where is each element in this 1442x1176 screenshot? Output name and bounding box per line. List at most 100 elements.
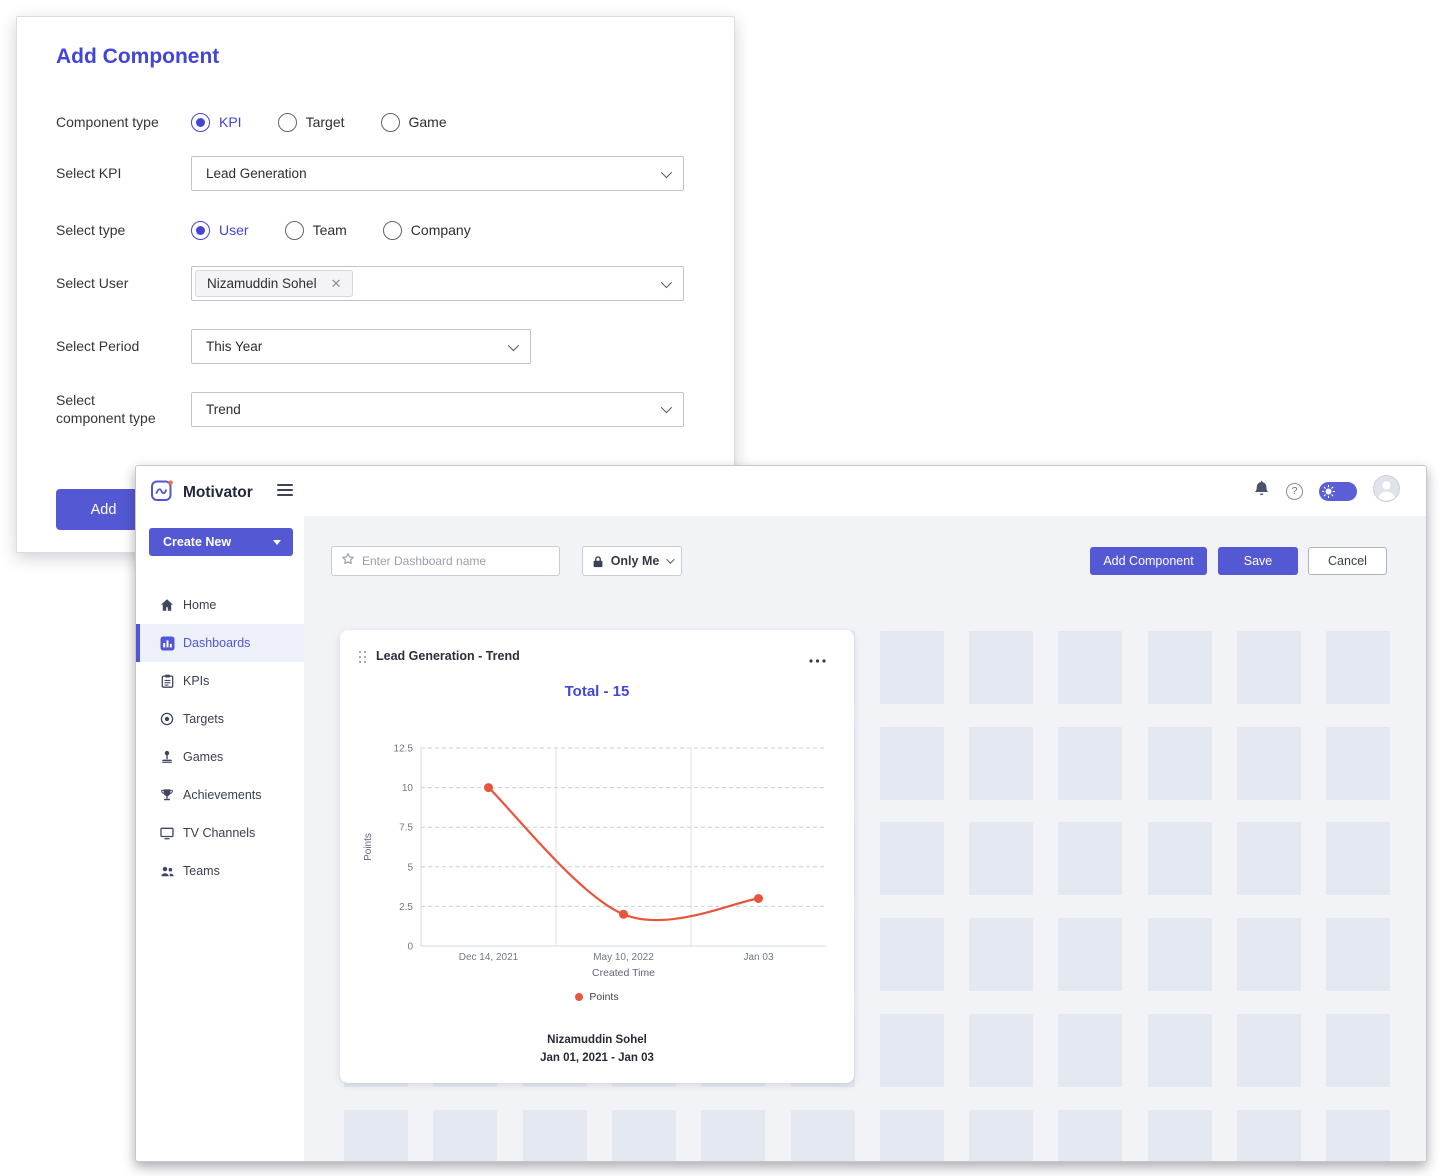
save-button[interactable]: Save (1218, 547, 1298, 575)
component-type-row: Component type KPI Target Game (56, 112, 447, 132)
grid-placeholder-cell (1058, 631, 1122, 704)
grid-placeholder-cell (969, 727, 1033, 800)
select-period-dropdown[interactable]: This Year (191, 329, 531, 364)
svg-text:Points: Points (363, 833, 374, 861)
widget-title: Lead Generation - Trend (376, 649, 520, 663)
grid-placeholder-cell (1237, 727, 1301, 800)
select-component-type-dropdown[interactable]: Trend (191, 391, 684, 427)
sidebar-item-tv-channels[interactable]: TV Channels (136, 814, 304, 852)
grid-placeholder-cell (1237, 631, 1301, 704)
theme-toggle[interactable] (1319, 481, 1357, 501)
radio-circle-icon (380, 112, 400, 132)
sidebar-item-kpis[interactable]: KPIs (136, 662, 304, 700)
games-icon (159, 750, 175, 764)
add-component-button[interactable]: Add Component (1090, 547, 1207, 575)
radio-circle-icon (191, 220, 210, 240)
user-chip-text: Nizamuddin Sohel (207, 276, 317, 291)
brand: Motivator (150, 478, 253, 507)
grid-placeholder-cell (880, 1110, 944, 1161)
grid-placeholder-cell (1237, 822, 1301, 895)
select-component-type-row: Select component type Trend (56, 391, 684, 427)
cancel-button[interactable]: Cancel (1308, 547, 1387, 575)
sidebar-nav: Home Dashboards KPIs Targets Games Achievemen… (136, 586, 304, 890)
dashboard-name-input[interactable] (362, 554, 550, 568)
grid-placeholder-cell (880, 1014, 944, 1087)
legend-label: Points (589, 991, 619, 1003)
sidebar-item-targets[interactable]: Targets (136, 700, 304, 738)
grid-placeholder-cell (1148, 918, 1212, 991)
svg-text:May 10, 2022: May 10, 2022 (593, 952, 654, 963)
grid-placeholder-cell (880, 631, 944, 704)
drag-handle-icon[interactable] (359, 650, 366, 668)
motivator-logo-icon (150, 478, 174, 507)
legend-dot-icon (575, 993, 584, 1001)
widget-total: Total - 15 (564, 683, 630, 700)
select-kpi-value: Lead Generation (206, 166, 307, 181)
star-icon (341, 552, 355, 571)
chip-close-icon[interactable]: ✕ (330, 276, 342, 291)
targets-icon (159, 712, 175, 726)
brand-name: Motivator (183, 483, 253, 501)
select-user-row: Select User Nizamuddin Sohel ✕ (56, 266, 684, 301)
dashboard-name-field (331, 546, 560, 576)
sidebar-item-home[interactable]: Home (136, 586, 304, 624)
dashboards-icon (159, 636, 175, 651)
grid-placeholder-cell (880, 822, 944, 895)
dashboard-canvas-area: Only Me Add Component Save Cancel Lead G… (304, 516, 1426, 1161)
svg-text:7.5: 7.5 (399, 823, 413, 834)
grid-placeholder-cell (1148, 1014, 1212, 1087)
notifications-bell-icon[interactable] (1253, 480, 1270, 503)
select-kpi-label: Select KPI (56, 165, 122, 182)
ellipsis-menu-icon[interactable] (809, 650, 826, 668)
chevron-down-icon (660, 166, 673, 178)
select-component-type-label: Select component type (56, 392, 156, 427)
grid-placeholder-cell (1326, 631, 1390, 704)
svg-text:0: 0 (407, 942, 413, 953)
select-kpi-row: Select KPI Lead Generation (56, 156, 684, 191)
grid-placeholder-cell (1058, 918, 1122, 991)
select-user-multiselect[interactable]: Nizamuddin Sohel ✕ (191, 266, 684, 301)
radio-circle-icon (382, 220, 402, 240)
radio-option-team[interactable]: Team (284, 220, 347, 240)
user-chip: Nizamuddin Sohel ✕ (195, 270, 354, 297)
create-new-button[interactable]: Create New (149, 528, 293, 556)
sidebar-item-dashboards[interactable]: Dashboards (136, 624, 304, 662)
app-header: Motivator ? (136, 466, 1426, 516)
select-kpi-dropdown[interactable]: Lead Generation (191, 156, 684, 191)
chart-legend[interactable]: Points (340, 991, 854, 1003)
grid-placeholder-cell (1237, 918, 1301, 991)
grid-placeholder-cell (969, 822, 1033, 895)
radio-option-company[interactable]: Company (382, 220, 471, 240)
grid-placeholder-cell (1326, 1014, 1390, 1087)
tv-channels-icon (159, 827, 175, 840)
grid-placeholder-cell (1058, 1014, 1122, 1087)
hamburger-menu-icon[interactable] (277, 484, 293, 499)
grid-placeholder-cell (1058, 1110, 1122, 1161)
grid-placeholder-cell (1326, 727, 1390, 800)
select-period-value: This Year (206, 339, 263, 354)
user-avatar[interactable] (1373, 475, 1400, 507)
sidebar-item-achievements[interactable]: Achievements (136, 776, 304, 814)
help-icon[interactable]: ? (1286, 482, 1303, 500)
radio-option-user[interactable]: User (191, 220, 249, 240)
sidebar: Create New Home Dashboards KPIs Targets Game… (136, 516, 304, 1161)
radio-option-kpi[interactable]: KPI (191, 112, 242, 132)
radio-option-target[interactable]: Target (277, 112, 345, 132)
select-type-row: Select type User Team Company (56, 220, 471, 240)
sidebar-item-teams[interactable]: Teams (136, 852, 304, 890)
sidebar-item-games[interactable]: Games (136, 738, 304, 776)
grid-placeholder-cell (969, 1014, 1033, 1087)
grid-placeholder-cell (1326, 822, 1390, 895)
grid-placeholder-cell (969, 1110, 1033, 1161)
grid-placeholder-cell (523, 1110, 587, 1161)
svg-text:12.5: 12.5 (394, 744, 414, 755)
widget-footer-name: Nizamuddin Sohel (547, 1034, 647, 1046)
visibility-dropdown[interactable]: Only Me (582, 546, 682, 576)
grid-placeholder-cell (1058, 727, 1122, 800)
chevron-down-icon (666, 555, 675, 564)
svg-text:Created Time: Created Time (592, 967, 655, 979)
radio-option-game[interactable]: Game (380, 112, 447, 132)
select-type-label: Select type (56, 221, 126, 238)
header-actions: ? (1253, 466, 1400, 516)
select-period-label: Select Period (56, 338, 140, 355)
